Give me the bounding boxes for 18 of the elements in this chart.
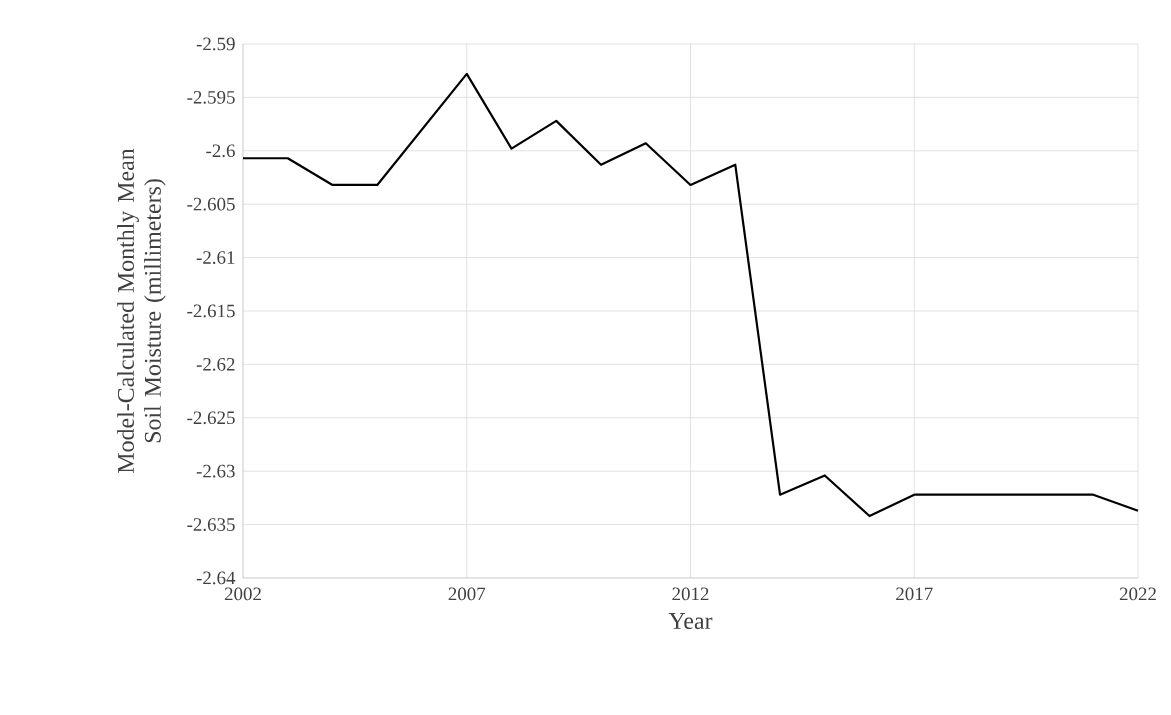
y-tick-label: -2.61: [196, 251, 235, 264]
y-tick-label: -2.63: [196, 464, 235, 478]
y-tick-label: -2.595: [187, 90, 235, 104]
y-tick-label: -2.605: [187, 197, 235, 211]
y-tick-label: -2.615: [187, 304, 235, 318]
y-tick-label: -2.6: [206, 144, 235, 158]
x-axis-title: Year: [668, 613, 713, 630]
y-tick-label: -2.59: [196, 37, 235, 51]
x-tick-label: 2017: [896, 587, 933, 601]
y-tick-label: -2.625: [187, 411, 235, 425]
x-tick-label: 2002: [224, 587, 261, 601]
y-tick-label: -2.64: [196, 571, 236, 585]
y-tick-label: -2.635: [187, 518, 235, 531]
y-axis-title: Model-Calculated Monthly Mean Soil Moisture (millimeters): [117, 148, 166, 473]
x-tick-label: 2022: [1119, 587, 1156, 601]
x-tick-label: 2007: [448, 587, 486, 601]
y-tick-label: -2.62: [196, 357, 235, 371]
x-tick-label: 2012: [672, 587, 709, 601]
